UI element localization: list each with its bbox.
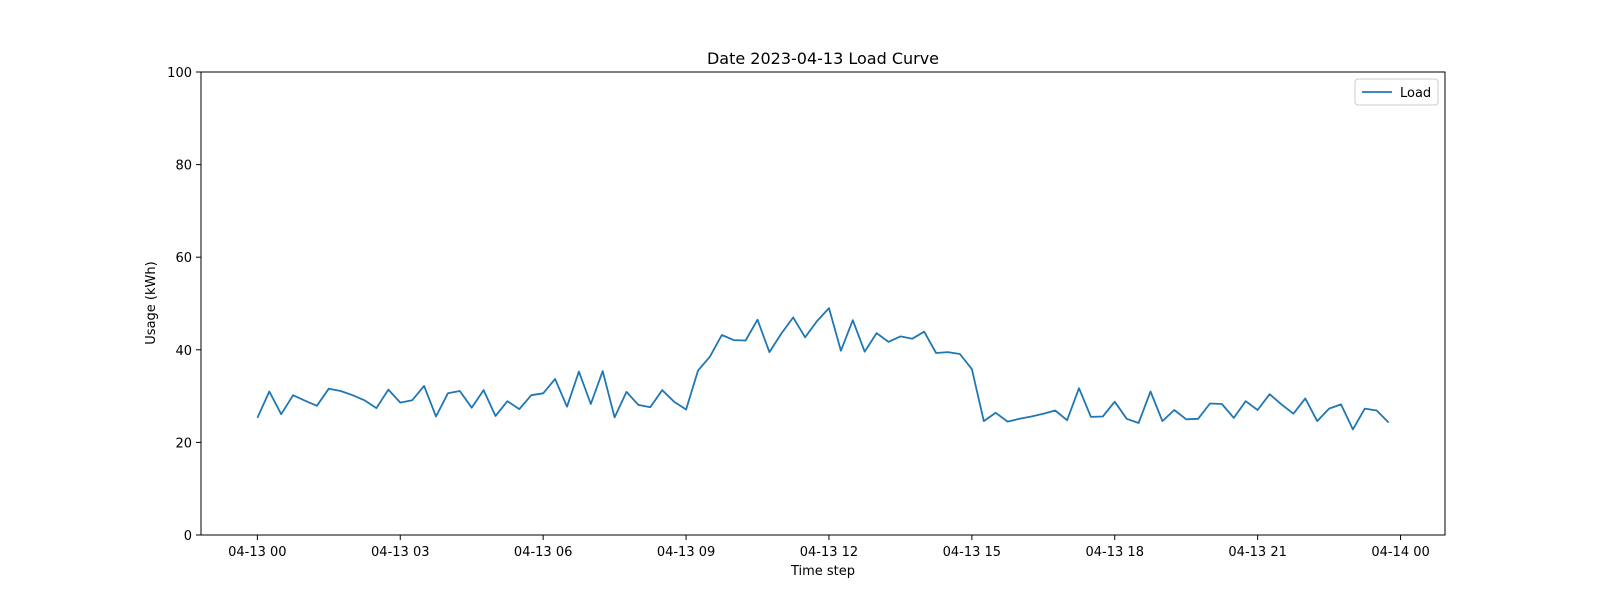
y-axis-label: Usage (kWh) bbox=[144, 261, 159, 344]
x-tick-label: 04-13 18 bbox=[1086, 545, 1144, 560]
x-axis-label: Time step bbox=[790, 564, 855, 579]
legend-box bbox=[1354, 78, 1439, 106]
x-tick-label: 04-13 06 bbox=[514, 545, 572, 560]
x-tick-label: 04-14 00 bbox=[1371, 545, 1429, 560]
x-tick-label: 04-13 15 bbox=[943, 545, 1001, 560]
x-tick-label: 04-13 12 bbox=[800, 545, 858, 560]
y-tick-label: 100 bbox=[167, 66, 192, 81]
y-tick-label: 60 bbox=[175, 251, 192, 266]
x-axis-ticks: 04-13 00 04-13 03 04-13 06 04-13 09 04-13 12… bbox=[228, 535, 1430, 560]
y-tick-label: 20 bbox=[175, 436, 192, 451]
legend-label-load: Load bbox=[1400, 86, 1431, 101]
series-line-load bbox=[256, 307, 1390, 431]
legend: Load bbox=[1354, 78, 1439, 106]
y-tick-label: 80 bbox=[175, 159, 192, 174]
x-tick-label: 04-13 21 bbox=[1228, 545, 1286, 560]
plot-area-frame bbox=[200, 71, 1446, 536]
x-tick-label: 04-13 03 bbox=[371, 545, 429, 560]
x-tick-label: 04-13 00 bbox=[228, 545, 286, 560]
chart-title: Date 2023-04-13 Load Curve bbox=[707, 49, 939, 68]
x-tick-label: 04-13 09 bbox=[657, 545, 715, 560]
y-tick-label: 40 bbox=[175, 344, 192, 359]
y-axis-ticks: 0 20 40 60 80 100 bbox=[167, 66, 201, 544]
y-tick-label: 0 bbox=[184, 529, 192, 544]
